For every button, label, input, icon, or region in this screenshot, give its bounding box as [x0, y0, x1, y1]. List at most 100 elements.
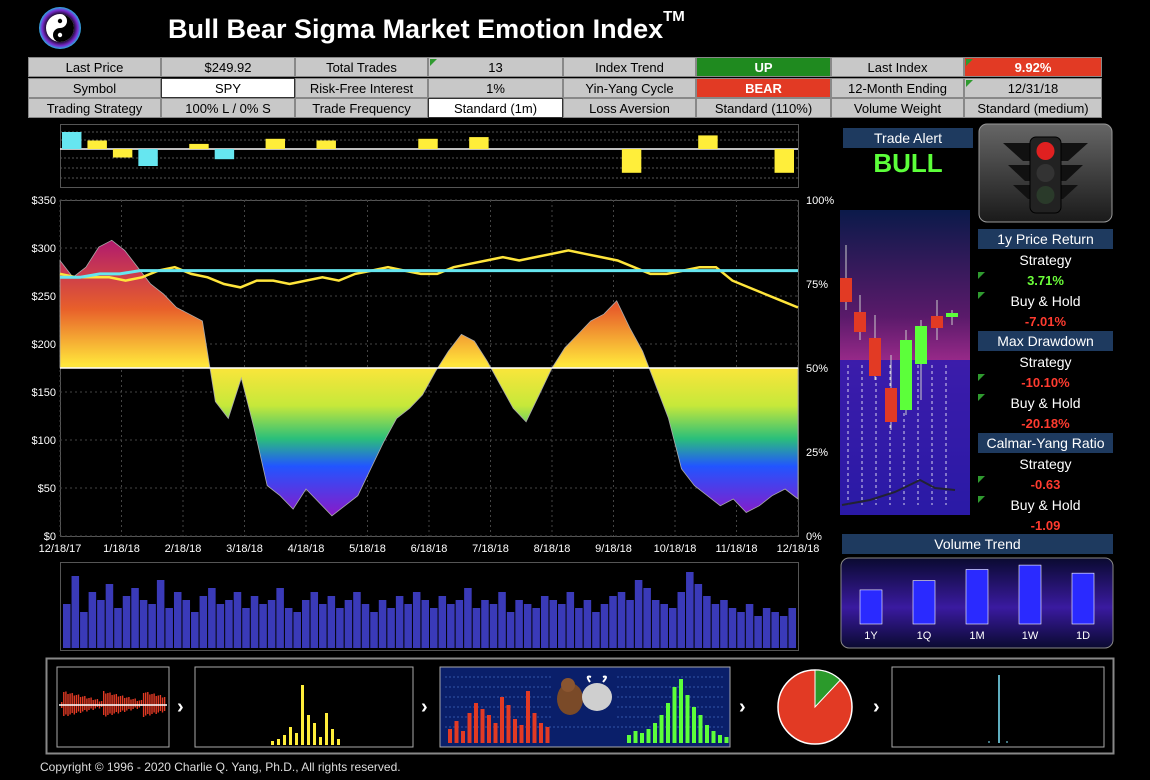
volume-bar	[63, 604, 71, 648]
volume-bar	[558, 604, 566, 648]
volume-bar	[242, 608, 250, 648]
max-drawdown-strategy-label: Strategy	[1019, 354, 1072, 370]
yin-yang-value: BEAR	[696, 77, 831, 98]
calmar-strategy-label: Strategy	[1019, 456, 1072, 472]
volume-bar	[686, 572, 694, 648]
copyright-text: Copyright © 1996 - 2020 Charlie Q. Yang,…	[40, 760, 401, 774]
volume-trend-bar	[1071, 572, 1095, 625]
svg-text:›: ›	[177, 696, 184, 718]
signal-bar-chart	[60, 124, 799, 188]
total-trades-value: 13	[428, 57, 563, 77]
x-tick: 3/18/18	[226, 543, 263, 555]
volume-bar	[182, 600, 191, 648]
volume-bar	[583, 600, 592, 648]
volume-trend-chart: 1Y 1Q 1M 1W 1D	[840, 557, 1114, 649]
volume-bar	[71, 576, 80, 648]
price-return-bh-label: Buy & Hold	[1010, 293, 1081, 309]
y-right-tick: 100%	[806, 195, 834, 207]
volume-bar	[191, 612, 199, 648]
app-title: Bull Bear Sigma Market Emotion IndexTM	[168, 8, 685, 45]
volume-bar	[617, 592, 626, 648]
yin-yang-label: Yin-Yang Cycle	[563, 77, 696, 98]
month-ending-value: 12/31/18	[964, 77, 1102, 98]
index-area	[59, 239, 799, 517]
signal-bar	[189, 143, 209, 149]
volume-bar	[353, 592, 361, 648]
volume-bar	[626, 600, 634, 648]
volume-bar	[532, 608, 540, 648]
candlestick-panel	[840, 200, 972, 518]
volume-bar	[370, 612, 378, 648]
volume-bar	[745, 604, 754, 648]
volume-bar	[97, 600, 105, 648]
marker-icon	[978, 496, 985, 503]
svg-text:›: ›	[421, 696, 428, 718]
volume-bar	[216, 604, 225, 648]
volume-bar	[267, 600, 276, 648]
volume-bar	[549, 600, 558, 648]
loss-aversion-value[interactable]: Standard (110%)	[696, 98, 831, 118]
volume-bar	[677, 592, 686, 648]
volume-bar	[728, 608, 737, 648]
symbol-input[interactable]: SPY	[161, 77, 295, 98]
x-tick: 2/18/18	[165, 543, 202, 555]
volume-bar	[88, 592, 97, 648]
total-trades-label: Total Trades	[295, 57, 428, 77]
x-tick: 12/18/17	[39, 543, 82, 555]
volume-bar	[540, 596, 549, 648]
volume-bar	[199, 596, 208, 648]
volume-bar	[336, 608, 344, 648]
trading-strategy-value[interactable]: 100% L / 0% S	[161, 98, 295, 118]
candle-3	[869, 338, 881, 376]
volume-trend-bar	[859, 589, 883, 625]
signal-bar	[265, 138, 286, 149]
volume-bar	[165, 608, 173, 648]
volume-bar	[455, 600, 464, 648]
volume-trend-label: 1M	[969, 630, 984, 642]
volume-bar	[438, 596, 447, 648]
volume-bar	[498, 592, 506, 648]
workflow-strip: › › › ›	[45, 657, 1115, 755]
trade-frequency-select[interactable]: Standard (1m)	[428, 98, 563, 118]
x-tick: 8/18/18	[534, 543, 571, 555]
volume-weight-value[interactable]: Standard (medium)	[964, 98, 1102, 118]
max-drawdown-bh-value: -20.18%	[1021, 416, 1070, 431]
candle-7	[931, 316, 943, 328]
volume-bar	[387, 608, 395, 648]
signal-bar	[62, 132, 82, 149]
volume-bar	[293, 612, 301, 648]
y-left-tick: $0	[44, 531, 56, 543]
volume-bar	[319, 604, 327, 648]
marker-icon	[978, 292, 985, 299]
volume-bar	[643, 588, 651, 648]
signal-bar	[418, 138, 438, 149]
x-tick: 10/18/18	[654, 543, 697, 555]
marker-icon	[978, 272, 985, 279]
volume-bar	[703, 596, 711, 648]
loss-aversion-label: Loss Aversion	[563, 98, 696, 118]
x-tick: 5/18/18	[349, 543, 386, 555]
index-trend-value: UP	[696, 57, 831, 77]
volume-bar	[660, 604, 668, 648]
volume-bar	[447, 604, 455, 648]
volume-trend-title: Volume Trend	[842, 534, 1113, 554]
header-row-2: Symbol SPY Risk-Free Interest 1% Yin-Yan…	[28, 77, 1115, 98]
y-right-tick: 0%	[806, 531, 822, 543]
risk-free-label: Risk-Free Interest	[295, 77, 428, 98]
max-drawdown-strategy-value: -10.10%	[1021, 375, 1070, 390]
signal-bar	[112, 149, 133, 158]
x-tick: 11/18/18	[715, 543, 757, 555]
volume-bar	[515, 600, 523, 648]
volume-bar	[361, 604, 370, 648]
average-line	[60, 269, 798, 279]
x-tick: 6/18/18	[411, 543, 448, 555]
volume-bar	[276, 588, 284, 648]
price-return-bh-value: -7.01%	[1024, 314, 1067, 329]
volume-bar	[771, 612, 779, 648]
volume-bar	[754, 616, 762, 648]
volume-bar	[464, 588, 472, 648]
signal-bar	[87, 140, 107, 149]
volume-trend-bar	[1018, 564, 1042, 625]
price-return-title: 1y Price Return	[978, 229, 1113, 249]
volume-bar	[472, 608, 481, 648]
